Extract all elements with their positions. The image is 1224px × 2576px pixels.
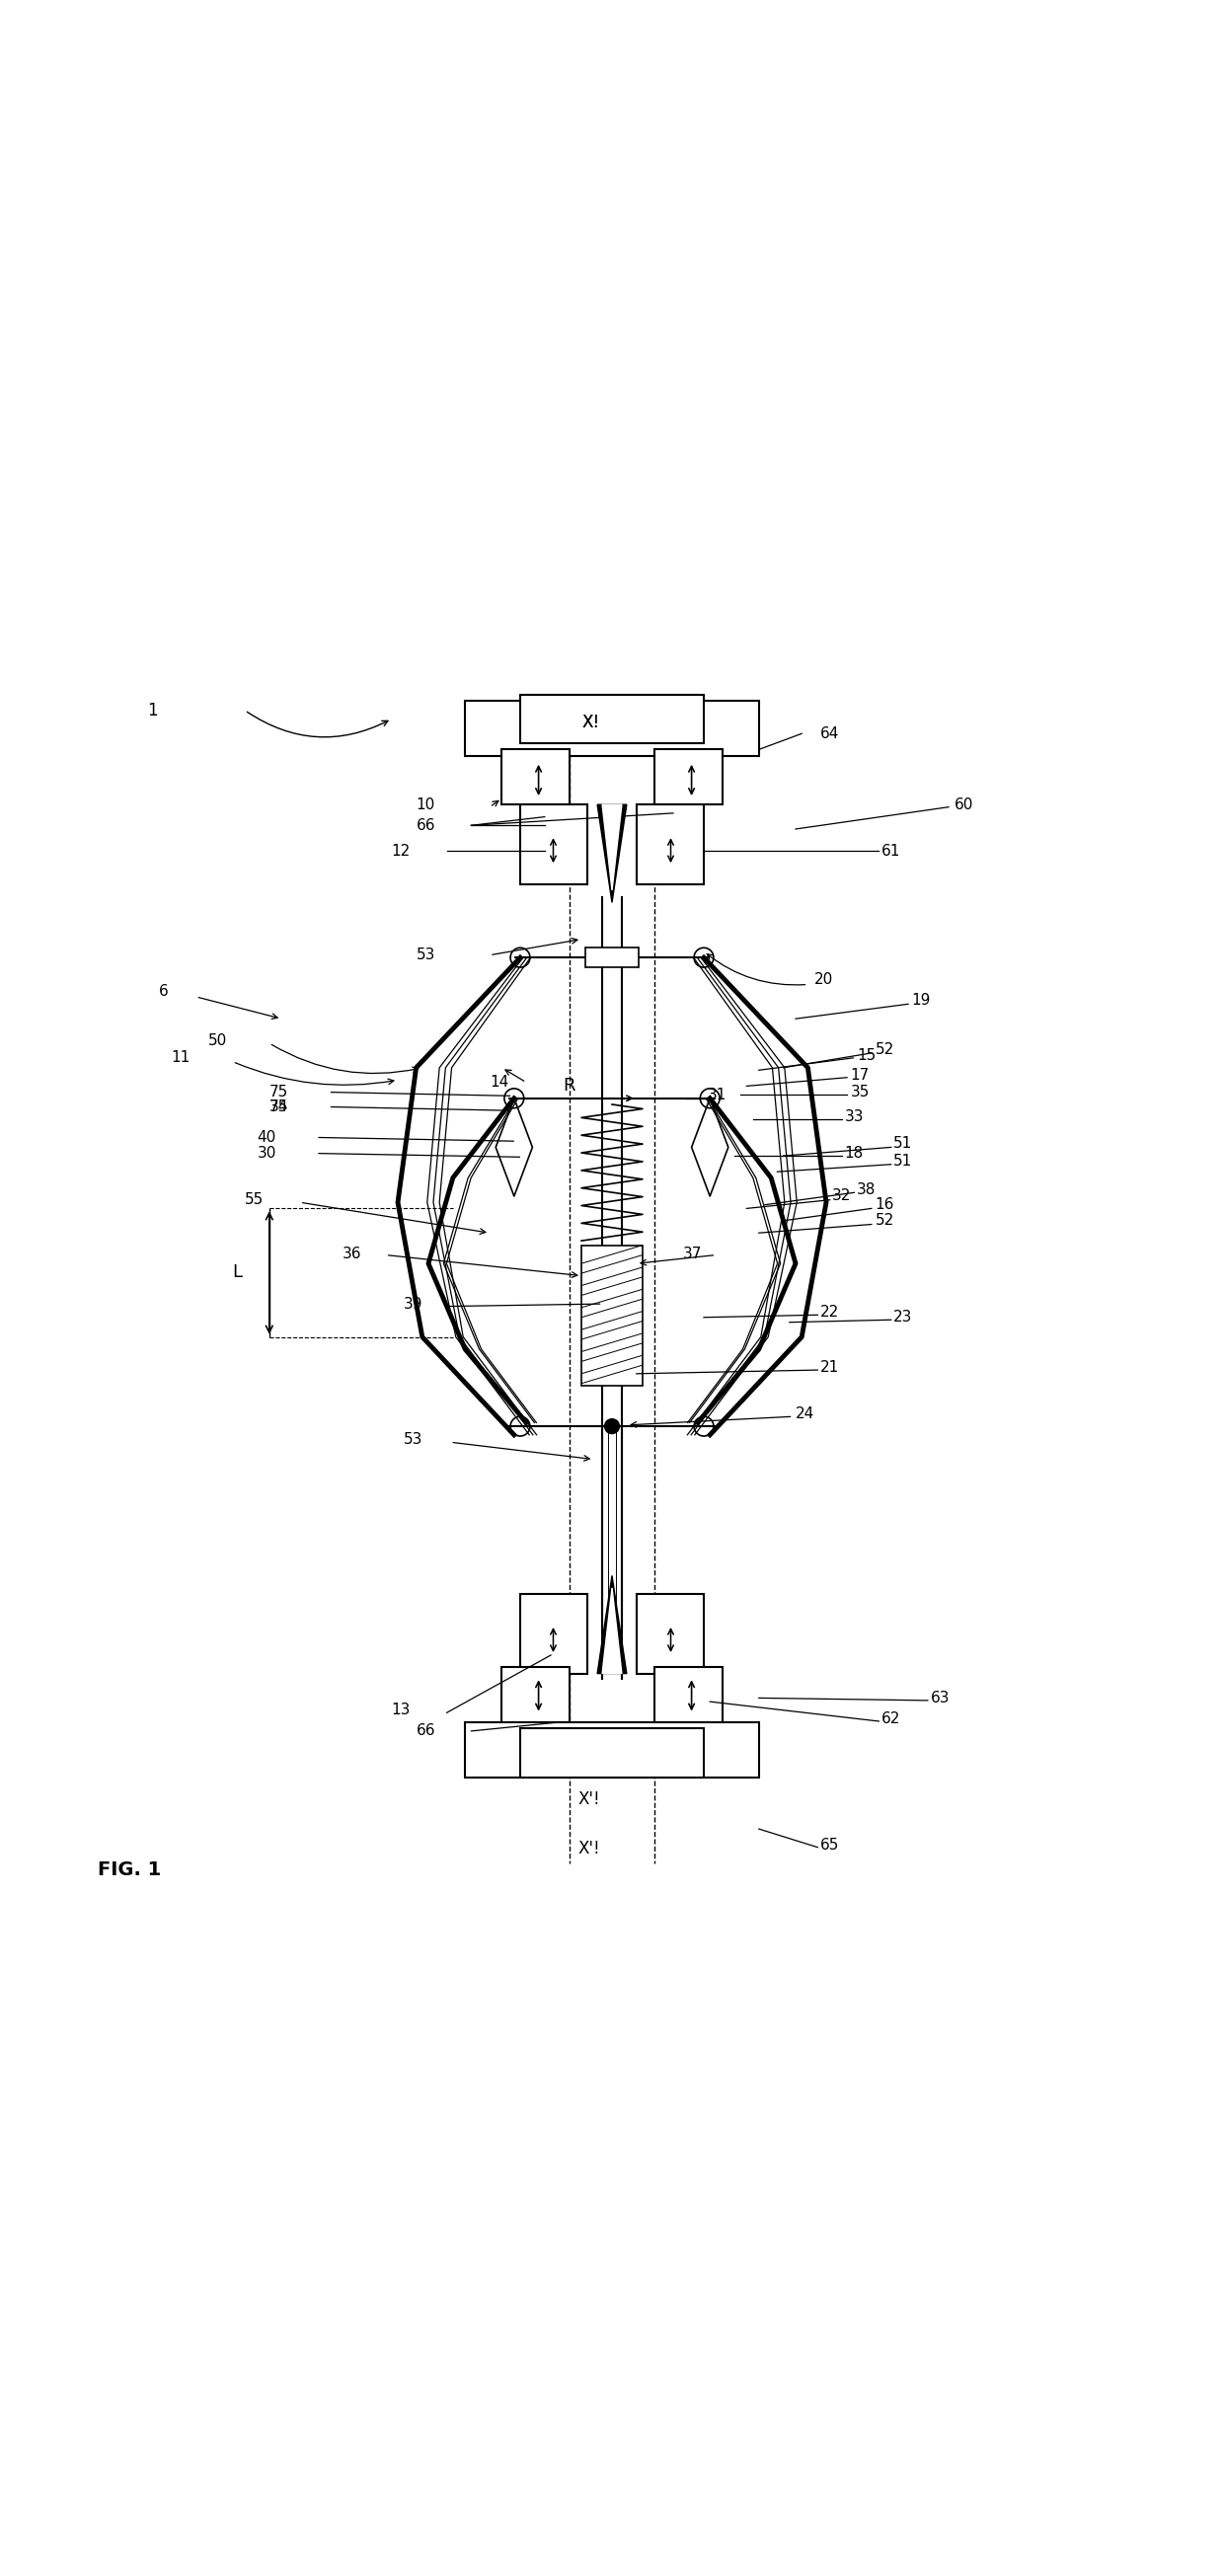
Text: 31: 31 [707, 1087, 727, 1103]
Text: 52: 52 [875, 1213, 895, 1229]
Bar [520, 1728, 704, 1777]
Text: X'!: X'! [578, 1790, 600, 1808]
Text: 66: 66 [416, 819, 436, 832]
Bar [502, 750, 569, 804]
Polygon shape [602, 1587, 622, 1674]
Text: R: R [563, 1077, 575, 1095]
Text: 66: 66 [416, 1723, 436, 1739]
Text: 13: 13 [392, 1703, 411, 1718]
Polygon shape [597, 804, 627, 902]
Text: 17: 17 [851, 1066, 870, 1082]
Text: 62: 62 [881, 1710, 901, 1726]
Text: 14: 14 [490, 1074, 509, 1090]
Bar [655, 1667, 722, 1723]
Text: 53: 53 [404, 1432, 424, 1448]
Text: 36: 36 [343, 1247, 362, 1262]
Text: 21: 21 [820, 1360, 840, 1376]
Text: 75: 75 [269, 1100, 289, 1115]
Text: 65: 65 [820, 1837, 840, 1852]
Bar [520, 696, 704, 744]
Polygon shape [602, 804, 622, 891]
Text: 20: 20 [814, 971, 834, 987]
Circle shape [605, 1419, 619, 1435]
Text: 11: 11 [171, 1051, 191, 1066]
Text: 35: 35 [851, 1084, 870, 1100]
Text: 10: 10 [416, 796, 436, 811]
Text: 50: 50 [208, 1033, 228, 1048]
Bar [502, 1667, 569, 1723]
Text: 75: 75 [269, 1084, 289, 1100]
Text: 55: 55 [245, 1193, 264, 1208]
Polygon shape [597, 1577, 627, 1674]
Bar [520, 804, 588, 884]
Text: 51: 51 [894, 1154, 913, 1167]
Text: 19: 19 [912, 992, 931, 1007]
Text: 12: 12 [392, 845, 411, 858]
Text: 23: 23 [894, 1311, 913, 1324]
Text: 18: 18 [845, 1146, 864, 1162]
Text: 15: 15 [857, 1048, 876, 1064]
Text: 38: 38 [857, 1182, 876, 1198]
Text: 1: 1 [147, 701, 158, 719]
Bar [636, 1595, 704, 1674]
Text: X'!: X'! [578, 1839, 600, 1857]
Text: 61: 61 [881, 845, 901, 858]
Bar [465, 701, 759, 755]
Bar [520, 1595, 588, 1674]
Bar [581, 1244, 643, 1386]
Text: 16: 16 [875, 1198, 895, 1213]
Text: X!: X! [581, 714, 600, 732]
Text: 6: 6 [159, 984, 169, 999]
Text: 52: 52 [875, 1041, 895, 1056]
Text: FIG. 1: FIG. 1 [98, 1860, 162, 1878]
Text: 60: 60 [955, 796, 974, 811]
Text: L: L [233, 1265, 242, 1283]
Text: 33: 33 [845, 1110, 864, 1123]
Text: 39: 39 [404, 1296, 424, 1311]
Text: 64: 64 [820, 726, 840, 742]
Bar [585, 948, 639, 969]
Text: 63: 63 [930, 1690, 950, 1705]
Text: 53: 53 [416, 948, 436, 963]
Bar [636, 804, 704, 884]
Text: X!: X! [581, 714, 600, 732]
Bar [655, 750, 722, 804]
Bar [465, 1723, 759, 1777]
Text: 32: 32 [832, 1188, 852, 1203]
Text: 51: 51 [894, 1136, 913, 1151]
Text: 24: 24 [796, 1406, 815, 1422]
Text: 22: 22 [820, 1306, 840, 1319]
Text: 30: 30 [257, 1146, 277, 1162]
Text: 34: 34 [269, 1100, 289, 1115]
Text: 40: 40 [257, 1131, 277, 1144]
Text: 37: 37 [683, 1247, 703, 1262]
